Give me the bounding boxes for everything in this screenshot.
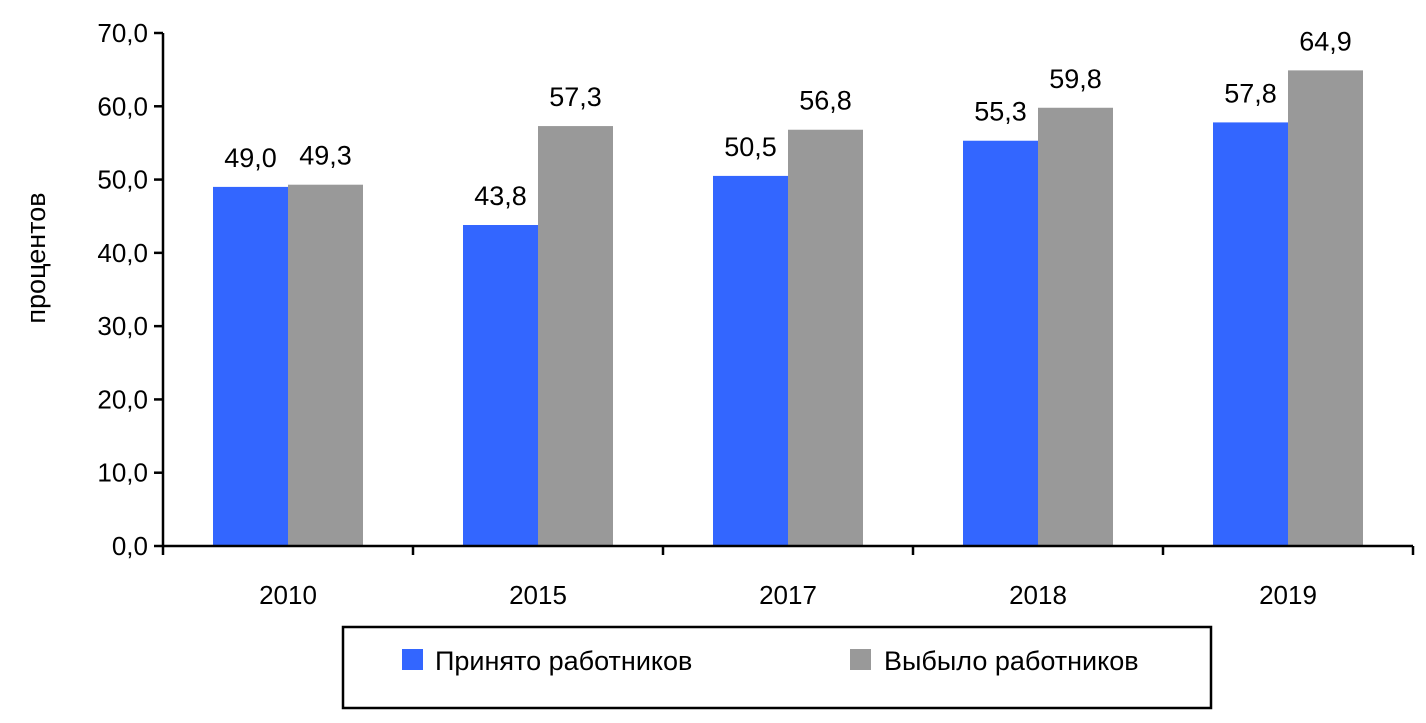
- axes: [161, 33, 1413, 548]
- data-label: 49,3: [299, 141, 352, 171]
- x-tick-label: 2019: [1259, 580, 1317, 610]
- x-tick-label: 2017: [759, 580, 817, 610]
- bar: [213, 186, 288, 546]
- data-label: 56,8: [799, 86, 852, 116]
- y-tick-label: 20,0: [97, 384, 148, 414]
- data-label: 43,8: [474, 181, 527, 211]
- legend-label: Выбыло работников: [884, 646, 1139, 676]
- data-label: 50,5: [724, 132, 777, 162]
- data-label: 55,3: [974, 97, 1027, 127]
- legend-label: Принято работников: [435, 646, 692, 676]
- bar: [1288, 70, 1363, 546]
- bar: [288, 184, 363, 547]
- x-tick-label: 2010: [259, 580, 317, 610]
- data-label: 49,0: [224, 143, 277, 173]
- legend-swatch: [402, 649, 423, 670]
- y-tick-label: 40,0: [97, 238, 148, 268]
- bar: [538, 126, 613, 546]
- bar: [463, 225, 538, 546]
- x-axis-ticks: 2010 2015 2017 2018 2019: [161, 546, 1415, 610]
- y-tick-label: 0,0: [112, 531, 148, 561]
- x-tick-label: 2018: [1009, 580, 1067, 610]
- y-axis-ticks: 0,0 10,0 20,0 30,0 40,0 50,0 60,0 70,0: [97, 18, 163, 561]
- bar: [1038, 107, 1113, 546]
- bar: [713, 175, 788, 546]
- bar: [788, 129, 863, 547]
- y-axis-label: процентов: [21, 192, 51, 323]
- x-tick-label: 2015: [509, 580, 567, 610]
- data-label: 57,3: [549, 82, 602, 112]
- y-tick-label: 30,0: [97, 311, 148, 341]
- y-axis-label-group: процентов: [21, 192, 51, 323]
- y-tick-label: 10,0: [97, 458, 148, 488]
- bars: [213, 70, 1363, 547]
- y-tick-label: 60,0: [97, 91, 148, 121]
- y-tick-label: 70,0: [97, 18, 148, 48]
- data-labels: 49,0 49,3 43,8 57,3 50,5 56,8 55,3 59,8 57,8 64,9: [224, 26, 1352, 211]
- bar: [1213, 122, 1288, 546]
- legend-box: [341, 625, 1213, 710]
- legend-swatch: [850, 649, 871, 670]
- data-label: 64,9: [1299, 26, 1352, 56]
- data-label: 59,8: [1049, 64, 1102, 94]
- bar: [963, 140, 1038, 547]
- data-label: 57,8: [1224, 78, 1277, 108]
- legend: Принято работников Выбыло работников: [341, 625, 1213, 710]
- y-tick-label: 50,0: [97, 165, 148, 195]
